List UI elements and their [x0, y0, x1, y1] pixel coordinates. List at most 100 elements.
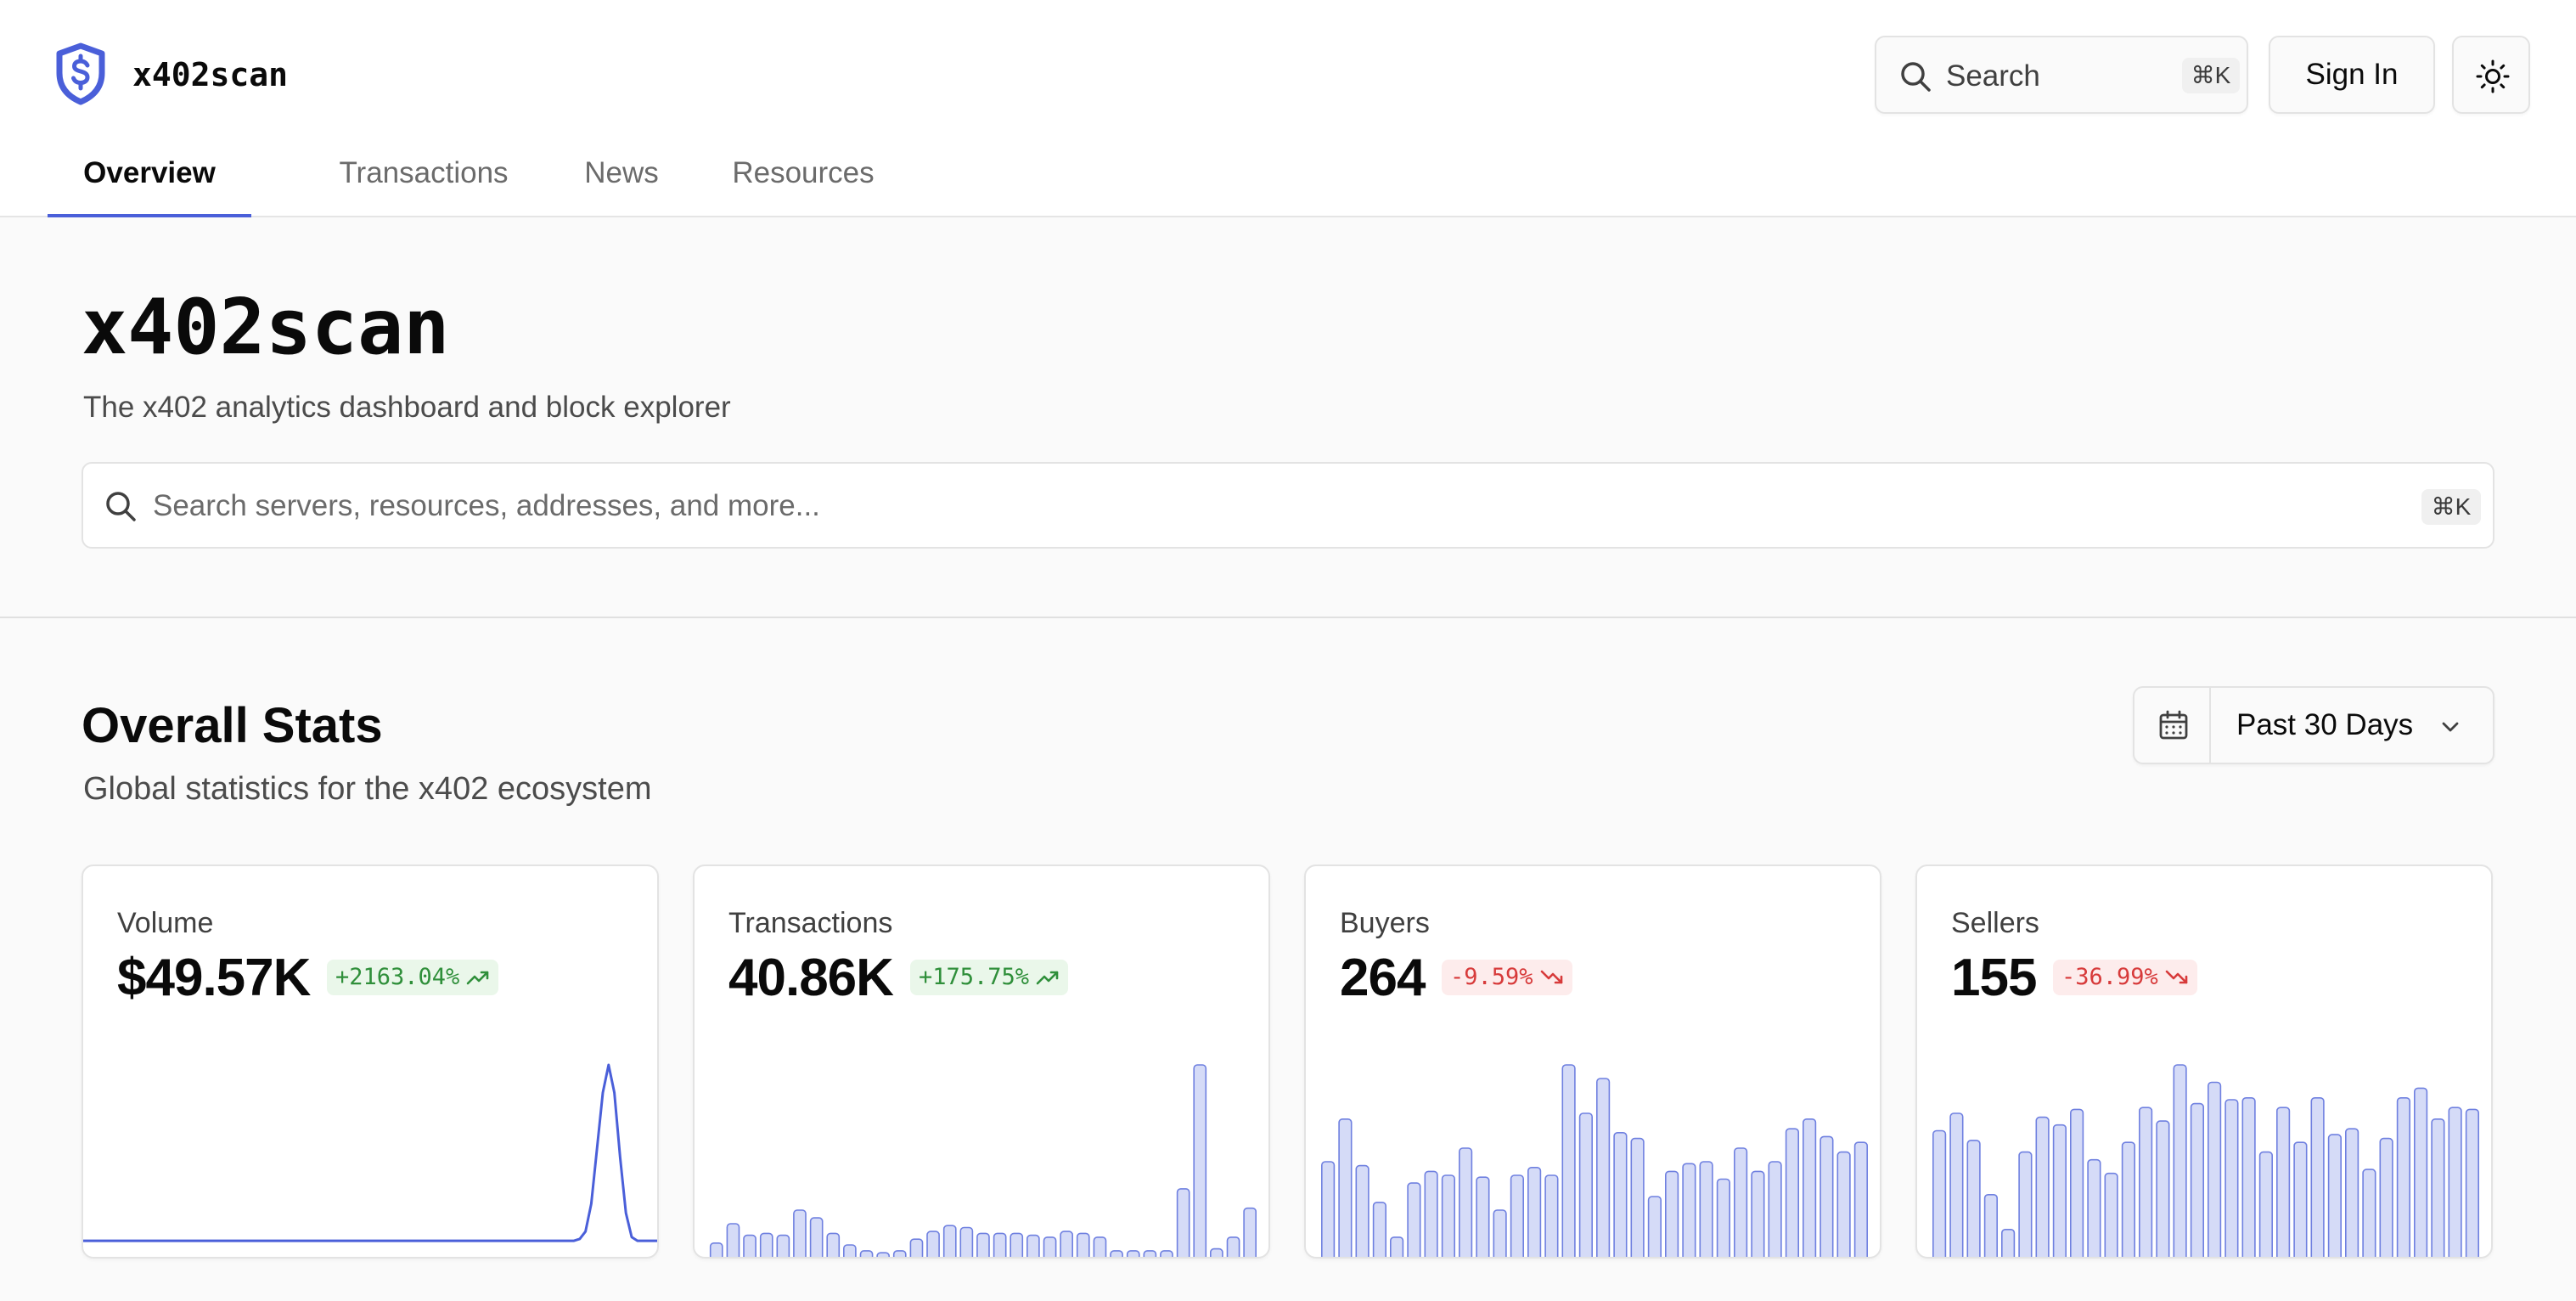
- stat-value: $49.57K: [117, 949, 311, 1007]
- chart-bar: [1785, 1128, 1799, 1257]
- chart-bar: [2087, 1158, 2101, 1257]
- chart-bar: [1853, 1141, 1868, 1257]
- chevron-down-icon: [2442, 722, 2459, 732]
- chart-bar: [2345, 1128, 2359, 1257]
- chart-bar: [776, 1234, 790, 1257]
- chart-bar: [2173, 1064, 2187, 1257]
- chart-bar: [1193, 1064, 1207, 1257]
- chart-bar: [1026, 1234, 1040, 1257]
- chart-bar: [1836, 1151, 1851, 1257]
- chart-bar: [1093, 1236, 1107, 1257]
- stat-card-buyers[interactable]: Buyers 264 -9.59%: [1304, 865, 1881, 1259]
- date-range-select[interactable]: Past 30 Days: [2133, 686, 2494, 764]
- stat-card-transactions[interactable]: Transactions 40.86K +175.75%: [693, 865, 1270, 1259]
- chart-bar: [2035, 1116, 2050, 1257]
- tab-news[interactable]: News: [584, 156, 659, 189]
- stat-label: Sellers: [1951, 907, 2039, 939]
- chart-bar: [1076, 1232, 1090, 1257]
- chart-bar: [2156, 1120, 2170, 1257]
- chart-bar: [1544, 1174, 1559, 1257]
- trending-up-icon: [467, 971, 489, 985]
- chart-bar: [1949, 1112, 1964, 1257]
- chart-bar: [1143, 1250, 1157, 1257]
- chart-bar: [1527, 1167, 1542, 1257]
- chart-bar: [2224, 1099, 2239, 1257]
- sun-icon: [2476, 59, 2510, 93]
- chart-bar: [1476, 1176, 1490, 1257]
- chart-bar: [1803, 1118, 1817, 1257]
- date-range-value: Past 30 Days: [2236, 708, 2414, 741]
- trending-down-icon: [1540, 970, 1562, 984]
- chart-bar: [942, 1225, 957, 1257]
- chart-bar: [1338, 1118, 1353, 1257]
- section-divider: [0, 617, 2576, 618]
- global-search-placeholder[interactable]: Search servers, resources, addresses, an…: [153, 489, 820, 522]
- global-search-bar[interactable]: Search servers, resources, addresses, an…: [82, 462, 2494, 549]
- chart-bar: [1768, 1161, 1782, 1257]
- chart-bar: [2310, 1097, 2325, 1257]
- chart-bar: [809, 1217, 824, 1257]
- chart-bar: [859, 1250, 874, 1257]
- chart-bar: [1210, 1247, 1223, 1257]
- page-title: x402scan: [82, 283, 450, 372]
- chart-bar: [926, 1231, 940, 1257]
- stats-section-subtitle: Global statistics for the x402 ecosystem: [83, 771, 652, 807]
- chart-bar: [2070, 1108, 2084, 1257]
- chart-bar: [909, 1238, 924, 1257]
- chart-bar: [1441, 1174, 1455, 1257]
- chart-bar: [1510, 1174, 1524, 1257]
- tab-transactions[interactable]: Transactions: [339, 156, 509, 189]
- chart-bar: [1043, 1236, 1057, 1257]
- chart-bar: [1355, 1164, 1370, 1257]
- stat-card-sellers[interactable]: Sellers 155 -36.99%: [1915, 865, 2493, 1259]
- chart-bar: [2052, 1124, 2067, 1257]
- transactions-bar-chart: [709, 1064, 1257, 1257]
- brand-name[interactable]: x402scan: [132, 56, 289, 93]
- chart-bar: [959, 1226, 974, 1257]
- chart-bar: [2139, 1107, 2153, 1257]
- stats-section-title: Overall Stats: [82, 698, 383, 753]
- stat-label: Volume: [117, 907, 214, 939]
- chart-bar: [2018, 1151, 2033, 1257]
- trending-up-icon: [1036, 971, 1059, 985]
- stat-change-badge: +2163.04%: [327, 960, 499, 995]
- chart-bar: [1983, 1194, 1998, 1257]
- chart-bar: [2431, 1118, 2445, 1257]
- chart-bar: [1176, 1188, 1190, 1257]
- chart-bar: [2276, 1107, 2291, 1257]
- stat-change-badge: +175.75%: [910, 960, 1069, 995]
- chart-bar: [1407, 1182, 1421, 1257]
- chart-bar: [1060, 1231, 1073, 1257]
- calendar-button[interactable]: [2134, 688, 2211, 763]
- chart-bar: [2190, 1102, 2204, 1257]
- shield-dollar-icon[interactable]: [54, 42, 107, 105]
- chart-bar: [2396, 1097, 2410, 1257]
- chart-bar: [1424, 1170, 1438, 1257]
- stat-change-badge: -36.99%: [2053, 960, 2197, 995]
- tab-overview[interactable]: Overview: [48, 149, 251, 217]
- chart-bar: [1010, 1232, 1024, 1257]
- chart-bar: [1613, 1132, 1628, 1257]
- stat-change-value: +175.75%: [919, 964, 1030, 990]
- chart-bar: [1716, 1178, 1730, 1257]
- chart-bar: [793, 1209, 807, 1257]
- chart-bar: [2465, 1108, 2479, 1257]
- chart-bar: [1226, 1236, 1240, 1257]
- header-search-button[interactable]: Search ⌘K: [1875, 36, 2248, 114]
- stat-card-volume[interactable]: Volume $49.57K +2163.04%: [82, 865, 659, 1259]
- chart-bar: [876, 1252, 890, 1257]
- chart-bar: [892, 1250, 907, 1257]
- chart-bar: [1459, 1147, 1473, 1257]
- sign-in-button[interactable]: Sign In: [2269, 36, 2435, 114]
- chart-bar: [1820, 1135, 1834, 1257]
- chart-bar: [2258, 1151, 2273, 1257]
- chart-bar: [2001, 1229, 2016, 1257]
- tab-resources[interactable]: Resources: [732, 156, 875, 189]
- sellers-bar-chart: [1932, 1064, 2479, 1257]
- chart-bar: [1751, 1170, 1765, 1257]
- page-subtitle: The x402 analytics dashboard and block e…: [83, 391, 731, 424]
- stat-change-value: -9.59%: [1450, 964, 1533, 990]
- chart-bar: [1596, 1078, 1611, 1257]
- volume-series-line: [83, 1063, 657, 1242]
- theme-toggle-button[interactable]: [2452, 36, 2530, 114]
